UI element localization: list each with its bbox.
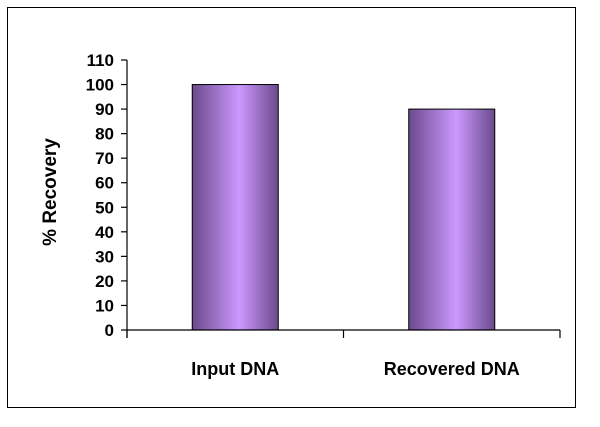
y-tick-label-4: 40 [95, 223, 114, 242]
labels: Input DNA Recovered DNA 0 10 20 30 40 50 60 70 80 9… [86, 51, 520, 379]
bar-0 [191, 84, 279, 331]
x-tick-label-1: Recovered DNA [384, 359, 520, 379]
y-axis-title: % Recovery [40, 138, 61, 246]
y-tick-label-1: 10 [95, 296, 114, 315]
y-tick-label-7: 70 [95, 149, 114, 168]
x-tick-label-0: Input DNA [191, 359, 279, 379]
y-tick-label-9: 90 [95, 100, 114, 119]
bars [191, 84, 496, 331]
y-tick-label-11: 110 [87, 51, 114, 70]
y-tick-label-8: 80 [95, 125, 114, 144]
y-tick-label-10: 100 [86, 76, 114, 95]
axes [121, 59, 561, 338]
y-tick-label-0: 0 [105, 321, 114, 340]
bar-1 [408, 108, 496, 331]
y-tick-label-5: 50 [95, 198, 114, 217]
y-tick-label-3: 30 [95, 247, 114, 266]
y-tick-label-2: 20 [95, 272, 114, 291]
y-tick-label-6: 60 [95, 174, 114, 193]
